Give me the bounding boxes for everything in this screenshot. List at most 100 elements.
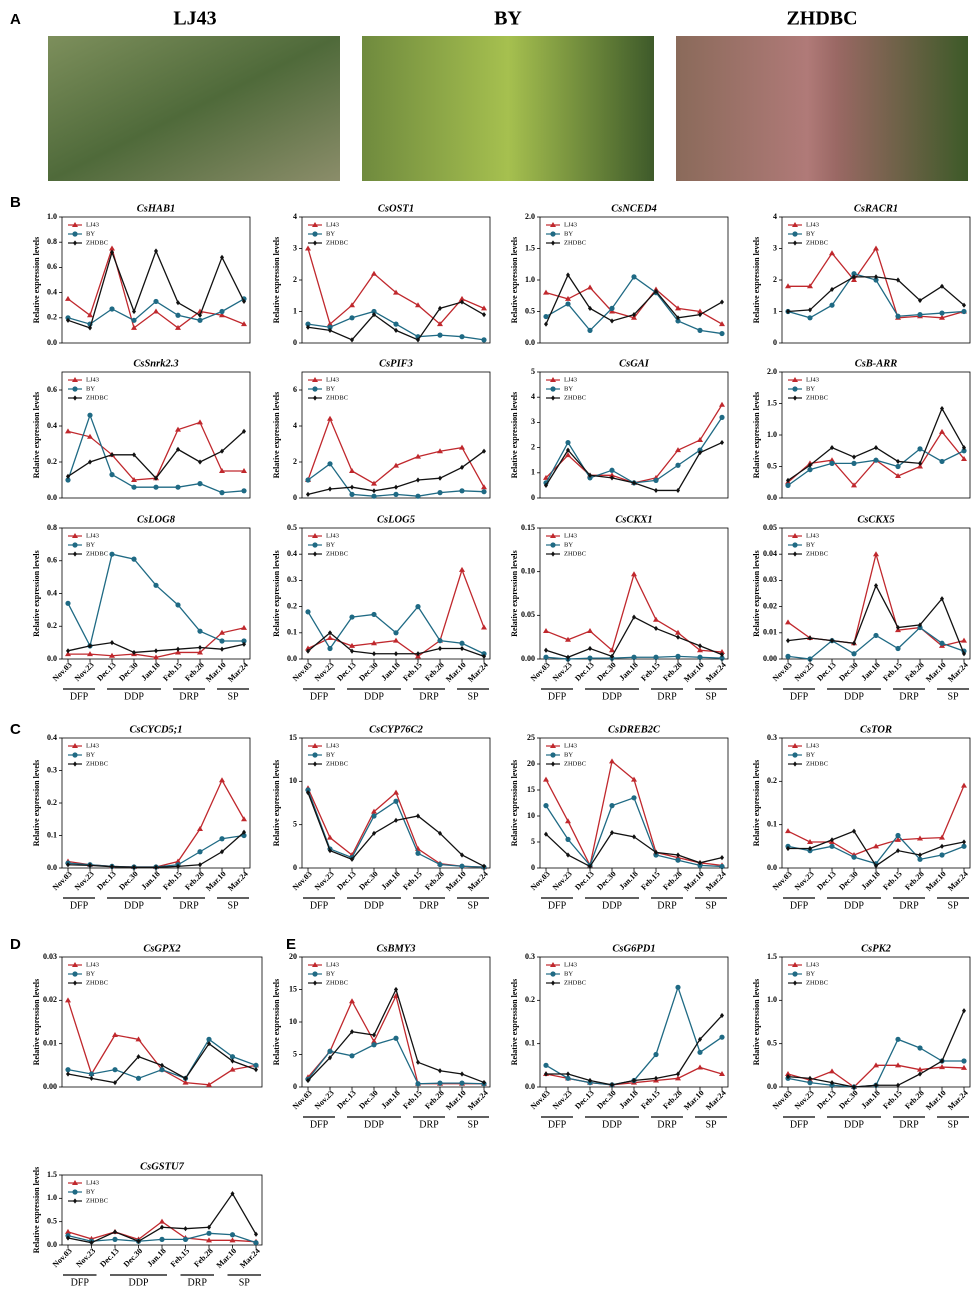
y-tick-label: 5 bbox=[531, 837, 535, 846]
x-tick-label: Feb.28 bbox=[903, 869, 926, 892]
y-tick-label: 0.6 bbox=[47, 556, 57, 565]
chart-title: CsTOR bbox=[860, 724, 892, 735]
point bbox=[371, 271, 377, 276]
y-tick-label: 0.8 bbox=[47, 523, 57, 532]
legend-label: LJ43 bbox=[564, 221, 577, 228]
x-tick-label: Dec.30 bbox=[357, 660, 380, 683]
point bbox=[109, 552, 114, 557]
legend-label: ZHDBC bbox=[564, 979, 586, 986]
y-tick-label: 0.3 bbox=[287, 575, 297, 584]
legend-marker bbox=[312, 752, 317, 757]
point bbox=[349, 492, 354, 497]
phase-label: DFP bbox=[790, 691, 809, 702]
y-tick-label: 10 bbox=[289, 1017, 297, 1026]
photo-label: BY bbox=[494, 8, 522, 30]
y-tick-label: 0.5 bbox=[767, 1038, 777, 1047]
legend-marker bbox=[550, 386, 555, 391]
series-line bbox=[68, 249, 244, 328]
point bbox=[565, 837, 570, 842]
y-tick-label: 4 bbox=[293, 212, 297, 221]
y-tick-label: 0.4 bbox=[47, 733, 57, 742]
y-tick-label: 0.1 bbox=[47, 830, 57, 839]
y-tick-label: 1.0 bbox=[525, 275, 535, 284]
legend-label: BY bbox=[86, 541, 95, 548]
point bbox=[459, 488, 464, 493]
point bbox=[719, 331, 724, 336]
point bbox=[437, 490, 442, 495]
chart-title: CsNCED4 bbox=[611, 203, 657, 214]
x-tick-label: Nov.23 bbox=[551, 869, 574, 892]
point bbox=[917, 1045, 922, 1050]
point bbox=[305, 246, 311, 251]
x-tick-label: Mar.24 bbox=[466, 869, 490, 893]
x-tick-label: Jan.18 bbox=[859, 1088, 881, 1110]
x-tick-label: Mar.24 bbox=[466, 660, 490, 684]
point bbox=[961, 1058, 966, 1063]
x-tick-label: Mar.24 bbox=[226, 869, 250, 893]
legend-marker bbox=[72, 386, 77, 391]
point bbox=[175, 313, 180, 318]
x-tick-label: Dec.13 bbox=[815, 869, 838, 892]
point bbox=[394, 328, 398, 333]
legend-label: BY bbox=[326, 751, 335, 758]
point bbox=[305, 609, 310, 614]
phase-label: DRP bbox=[419, 691, 439, 702]
series-line bbox=[546, 405, 722, 483]
chart-title: CsG6PD1 bbox=[612, 943, 655, 954]
point bbox=[481, 484, 487, 489]
point bbox=[349, 468, 355, 473]
point bbox=[90, 1076, 94, 1081]
phase-label: SP bbox=[239, 1277, 251, 1287]
y-tick-label: 2 bbox=[773, 275, 777, 284]
legend-label: LJ43 bbox=[564, 376, 577, 383]
point bbox=[543, 1063, 548, 1068]
point bbox=[66, 648, 70, 653]
legend-label: LJ43 bbox=[86, 376, 99, 383]
y-tick-label: 0 bbox=[293, 338, 297, 347]
point bbox=[631, 571, 637, 576]
point bbox=[851, 651, 856, 656]
x-tick-label: Jan.18 bbox=[379, 869, 401, 891]
point bbox=[895, 1037, 900, 1042]
legend-marker bbox=[792, 231, 797, 236]
y-tick-label: 0 bbox=[773, 338, 777, 347]
legend-marker bbox=[793, 240, 797, 245]
phase-label: DDP bbox=[364, 691, 384, 702]
x-tick-label: Nov.03 bbox=[529, 1088, 552, 1111]
legend-label: BY bbox=[86, 751, 95, 758]
y-axis-label: Relative expression levels bbox=[32, 392, 41, 479]
legend-marker bbox=[72, 542, 77, 547]
point bbox=[219, 638, 224, 643]
point bbox=[720, 440, 724, 445]
legend-label: LJ43 bbox=[326, 532, 339, 539]
legend-marker bbox=[313, 761, 317, 766]
y-tick-label: 15 bbox=[289, 984, 297, 993]
legend-label: ZHDBC bbox=[86, 550, 108, 557]
y-tick-label: 0.4 bbox=[47, 588, 57, 597]
x-tick-label: Dec.13 bbox=[573, 869, 596, 892]
x-tick-label: Feb.15 bbox=[881, 1088, 904, 1111]
legend-label: LJ43 bbox=[806, 376, 819, 383]
point bbox=[587, 328, 592, 333]
x-tick-label: Nov.23 bbox=[551, 660, 574, 683]
legend-marker bbox=[551, 761, 555, 766]
y-tick-label: 1.0 bbox=[47, 1193, 57, 1202]
x-tick-label: Mar.10 bbox=[924, 869, 948, 893]
point bbox=[393, 799, 398, 804]
series-line bbox=[68, 836, 244, 868]
point bbox=[416, 477, 420, 482]
phase-label: DDP bbox=[128, 1277, 148, 1287]
point bbox=[393, 492, 398, 497]
point bbox=[459, 445, 465, 450]
y-axis-label: Relative expression levels bbox=[752, 550, 761, 637]
point bbox=[109, 472, 114, 477]
point bbox=[719, 402, 725, 407]
point bbox=[785, 828, 791, 833]
legend-label: BY bbox=[86, 385, 95, 392]
point bbox=[459, 1081, 464, 1086]
legend-label: ZHDBC bbox=[806, 760, 828, 767]
legend-label: LJ43 bbox=[806, 961, 819, 968]
legend-label: BY bbox=[564, 751, 573, 758]
point bbox=[371, 494, 376, 499]
x-tick-label: Mar.24 bbox=[466, 1088, 490, 1112]
